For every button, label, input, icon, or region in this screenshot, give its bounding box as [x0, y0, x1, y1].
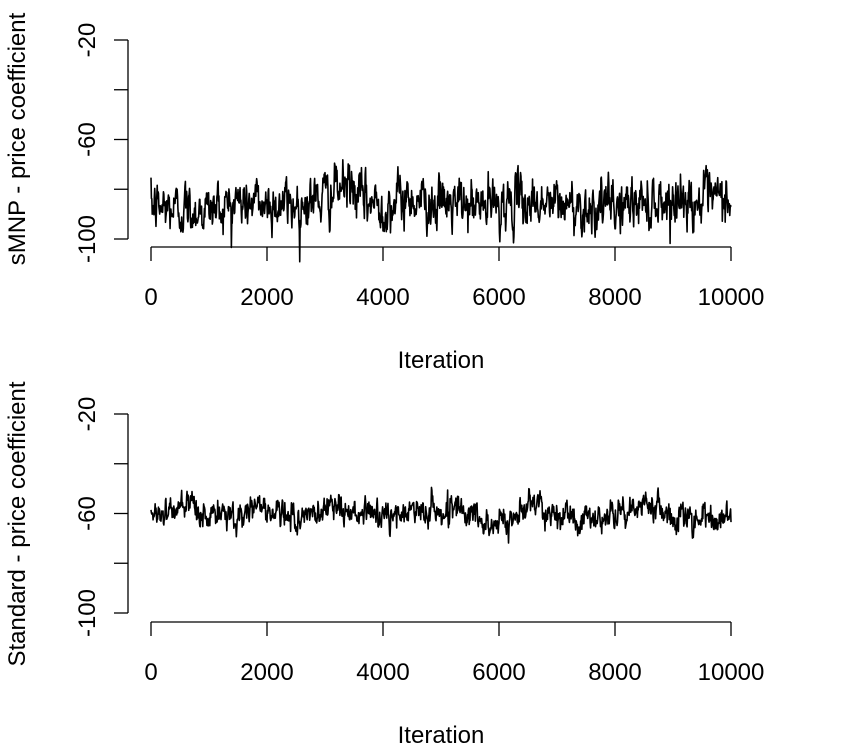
x-tick-label: 6000: [472, 284, 525, 311]
x-tick-label: 8000: [588, 659, 641, 686]
y-tick-label: -20: [74, 397, 101, 432]
bottom-y-axis-title: Standard - price coefficient: [4, 381, 31, 666]
y-tick-label: -100: [74, 589, 101, 637]
x-tick-label: 6000: [472, 659, 525, 686]
x-tick-label: 2000: [240, 659, 293, 686]
top-y-axis-title: sMNP - price coefficient: [4, 12, 31, 265]
top-panel: 0 2000 4000 6000 8000 10000 -100 -60 -20 Iterat…: [4, 12, 764, 374]
bottom-trace-line: [150, 486, 732, 544]
x-tick-label: 4000: [356, 659, 409, 686]
top-y-ticks: -100 -60 -20: [74, 23, 128, 263]
x-tick-label: 10000: [698, 284, 765, 311]
y-tick-label: -60: [74, 496, 101, 531]
x-tick-label: 2000: [240, 284, 293, 311]
bottom-x-ticks: 0 2000 4000 6000 8000 10000: [144, 622, 764, 686]
top-x-ticks: 0 2000 4000 6000 8000 10000: [144, 247, 764, 311]
x-tick-label: 10000: [698, 659, 765, 686]
y-tick-label: -60: [74, 122, 101, 157]
top-x-axis-title: Iteration: [398, 347, 485, 374]
y-tick-label: -20: [74, 23, 101, 58]
bottom-panel: 0 2000 4000 6000 8000 10000 -100 -60 -20 Iterat…: [4, 381, 764, 749]
x-tick-label: 0: [144, 659, 157, 686]
bottom-y-ticks: -100 -60 -20: [74, 397, 128, 637]
y-tick-label: -100: [74, 215, 101, 263]
x-tick-label: 0: [144, 284, 157, 311]
x-tick-label: 4000: [356, 284, 409, 311]
x-tick-label: 8000: [588, 284, 641, 311]
top-trace-line: [150, 159, 732, 263]
bottom-x-axis-title: Iteration: [398, 722, 485, 749]
